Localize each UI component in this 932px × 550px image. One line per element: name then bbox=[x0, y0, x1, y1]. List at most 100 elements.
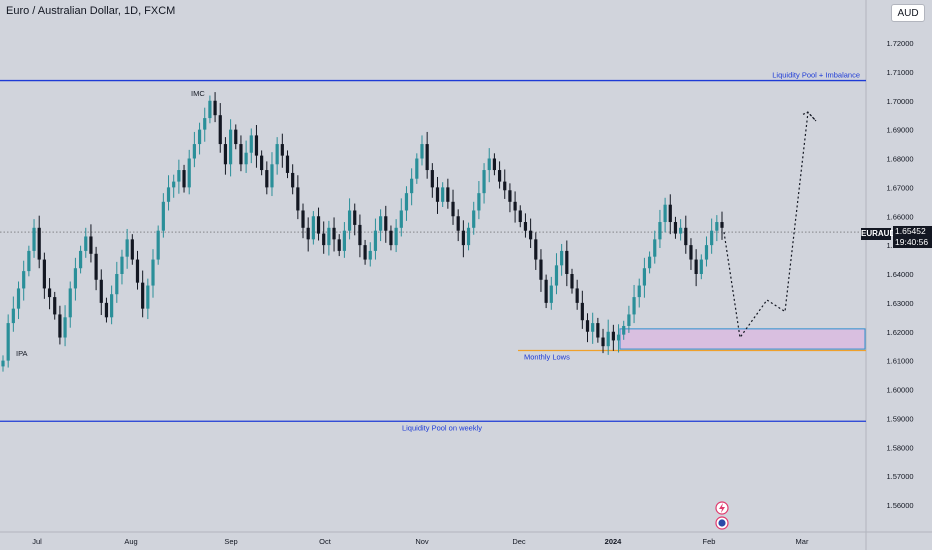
candle-body bbox=[32, 227, 36, 251]
currency-button[interactable]: AUD bbox=[891, 4, 925, 22]
time-axis[interactable]: Jul Aug Sep Oct Nov Dec 2024 Feb Mar bbox=[32, 537, 809, 546]
candle-body bbox=[420, 144, 424, 159]
candle-body bbox=[425, 144, 429, 171]
candle-body bbox=[472, 210, 476, 228]
price-tick-label: 1.61000 bbox=[886, 357, 913, 366]
price-tick-label: 1.58000 bbox=[886, 443, 913, 452]
candle-body bbox=[78, 250, 83, 269]
candle-body bbox=[466, 227, 471, 246]
ipa-label: IPA bbox=[16, 349, 28, 358]
time-tick-label: 2024 bbox=[605, 537, 623, 546]
candle-body bbox=[585, 320, 590, 332]
countdown-timer: 19:40:56 bbox=[895, 237, 929, 247]
candle-body bbox=[11, 308, 15, 324]
candle-body bbox=[435, 187, 440, 202]
horizontal-levels: Liquidity Pool + Imbalance Monthly Lows Li… bbox=[0, 71, 866, 432]
candle-body bbox=[565, 250, 569, 274]
candle-body bbox=[430, 170, 434, 188]
candle-body bbox=[673, 222, 678, 234]
candle-body bbox=[704, 245, 709, 260]
candle-body bbox=[404, 193, 409, 211]
candle-body bbox=[658, 222, 662, 240]
candle-body bbox=[22, 271, 26, 289]
candle-body bbox=[694, 259, 698, 274]
candle-body bbox=[456, 216, 460, 231]
lightning-bolt-icon bbox=[719, 503, 725, 513]
candle-body bbox=[285, 155, 290, 173]
price-tick-label: 1.57000 bbox=[886, 472, 913, 481]
time-tick-label: Feb bbox=[703, 537, 716, 546]
candle-body bbox=[384, 216, 388, 231]
candle-body bbox=[130, 239, 134, 260]
candle-body bbox=[415, 158, 419, 179]
liquidity-imbalance-label: Liquidity Pool + Imbalance bbox=[772, 71, 860, 80]
candle-body bbox=[353, 210, 357, 225]
time-tick-label: Oct bbox=[319, 537, 332, 546]
candle-body bbox=[249, 135, 253, 153]
candle-body bbox=[446, 187, 450, 202]
candle-body bbox=[549, 285, 553, 303]
candle-body bbox=[394, 227, 398, 246]
candle-body bbox=[239, 144, 243, 165]
candle-body bbox=[63, 317, 67, 338]
candle-body bbox=[601, 337, 605, 347]
australia-flag-icon bbox=[718, 519, 726, 527]
price-tick-label: 1.67000 bbox=[886, 183, 913, 192]
projection-arrowhead bbox=[802, 111, 817, 122]
candle-body bbox=[513, 201, 517, 211]
annotations: IMC IPA bbox=[16, 89, 205, 358]
price-tick-label: 1.56000 bbox=[886, 501, 913, 510]
candle-body bbox=[503, 181, 507, 191]
candle-body bbox=[441, 187, 445, 202]
candle-body bbox=[679, 227, 683, 234]
candle-body bbox=[99, 279, 103, 303]
candle-body bbox=[482, 170, 486, 194]
time-tick-label: Nov bbox=[415, 537, 429, 546]
candle-body bbox=[327, 227, 331, 246]
candle-body bbox=[89, 236, 93, 254]
candle-body bbox=[637, 285, 641, 298]
candle-body bbox=[622, 325, 626, 335]
candle-body bbox=[389, 230, 393, 246]
candle-body bbox=[689, 245, 693, 260]
candle-body bbox=[720, 222, 724, 228]
candle-body bbox=[451, 201, 455, 217]
time-tick-label: Mar bbox=[796, 537, 809, 546]
candle-body bbox=[223, 144, 228, 165]
candle-body bbox=[379, 216, 383, 231]
candle-body bbox=[606, 331, 610, 347]
event-markers[interactable] bbox=[715, 501, 729, 530]
candle-body bbox=[653, 239, 657, 257]
candle-body bbox=[6, 323, 10, 361]
candle-body bbox=[27, 250, 31, 272]
candle-body bbox=[487, 158, 491, 171]
price-tick-label: 1.71000 bbox=[886, 68, 913, 77]
candle-body bbox=[115, 274, 119, 295]
candle-body bbox=[358, 224, 362, 246]
last-price-tag: 1.65452 19:40:56 bbox=[893, 226, 932, 248]
price-tick-label: 1.63000 bbox=[886, 299, 913, 308]
candle-body bbox=[715, 222, 719, 231]
candle-body bbox=[141, 282, 145, 309]
candle-body bbox=[663, 204, 667, 223]
candle-body bbox=[73, 268, 78, 289]
candle-body bbox=[110, 294, 114, 318]
candle-body bbox=[529, 230, 533, 240]
candle-body bbox=[156, 230, 160, 260]
price-tick-label: 1.68000 bbox=[886, 155, 913, 164]
price-tick-label: 1.62000 bbox=[886, 328, 913, 337]
candle-body bbox=[368, 250, 372, 260]
candle-body bbox=[684, 227, 688, 246]
candle-body bbox=[306, 227, 310, 240]
candle-body bbox=[399, 210, 403, 228]
candle-body bbox=[497, 170, 502, 182]
projection-path bbox=[723, 110, 817, 340]
candle-body bbox=[570, 274, 574, 289]
time-tick-label: Sep bbox=[224, 537, 237, 546]
candle-body bbox=[699, 259, 703, 274]
candle-body bbox=[611, 331, 615, 341]
candle-body bbox=[166, 187, 171, 202]
candle-body bbox=[192, 144, 196, 159]
candle-body bbox=[477, 193, 481, 211]
